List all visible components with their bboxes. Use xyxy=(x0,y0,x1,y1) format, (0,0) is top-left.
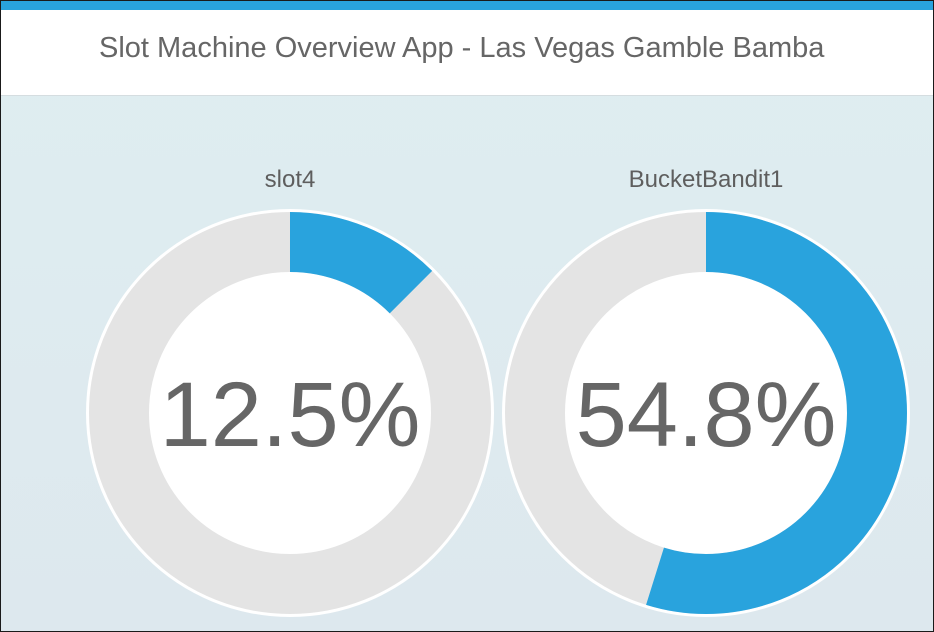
gauge-panel: slot4 12.5% BucketBandit1 54.8% xyxy=(1,96,933,631)
gauge-title: slot4 xyxy=(264,166,316,193)
app-title: Slot Machine Overview App - Las Vegas Ga… xyxy=(99,32,825,64)
gauge-center xyxy=(151,274,429,552)
gauge-value: 12.5% xyxy=(160,364,421,466)
gauge-fill-arc xyxy=(89,212,491,614)
top-accent-bar xyxy=(1,1,933,10)
gauge-center xyxy=(567,274,845,552)
gauge-title: BucketBandit1 xyxy=(628,166,784,193)
gauge-value: 54.8% xyxy=(576,364,837,466)
gauge-fill-arc xyxy=(505,212,907,614)
donut-gauge: 54.8% xyxy=(502,209,910,617)
app-header: Slot Machine Overview App - Las Vegas Ga… xyxy=(1,10,933,96)
donut-gauge: 12.5% xyxy=(86,209,494,617)
